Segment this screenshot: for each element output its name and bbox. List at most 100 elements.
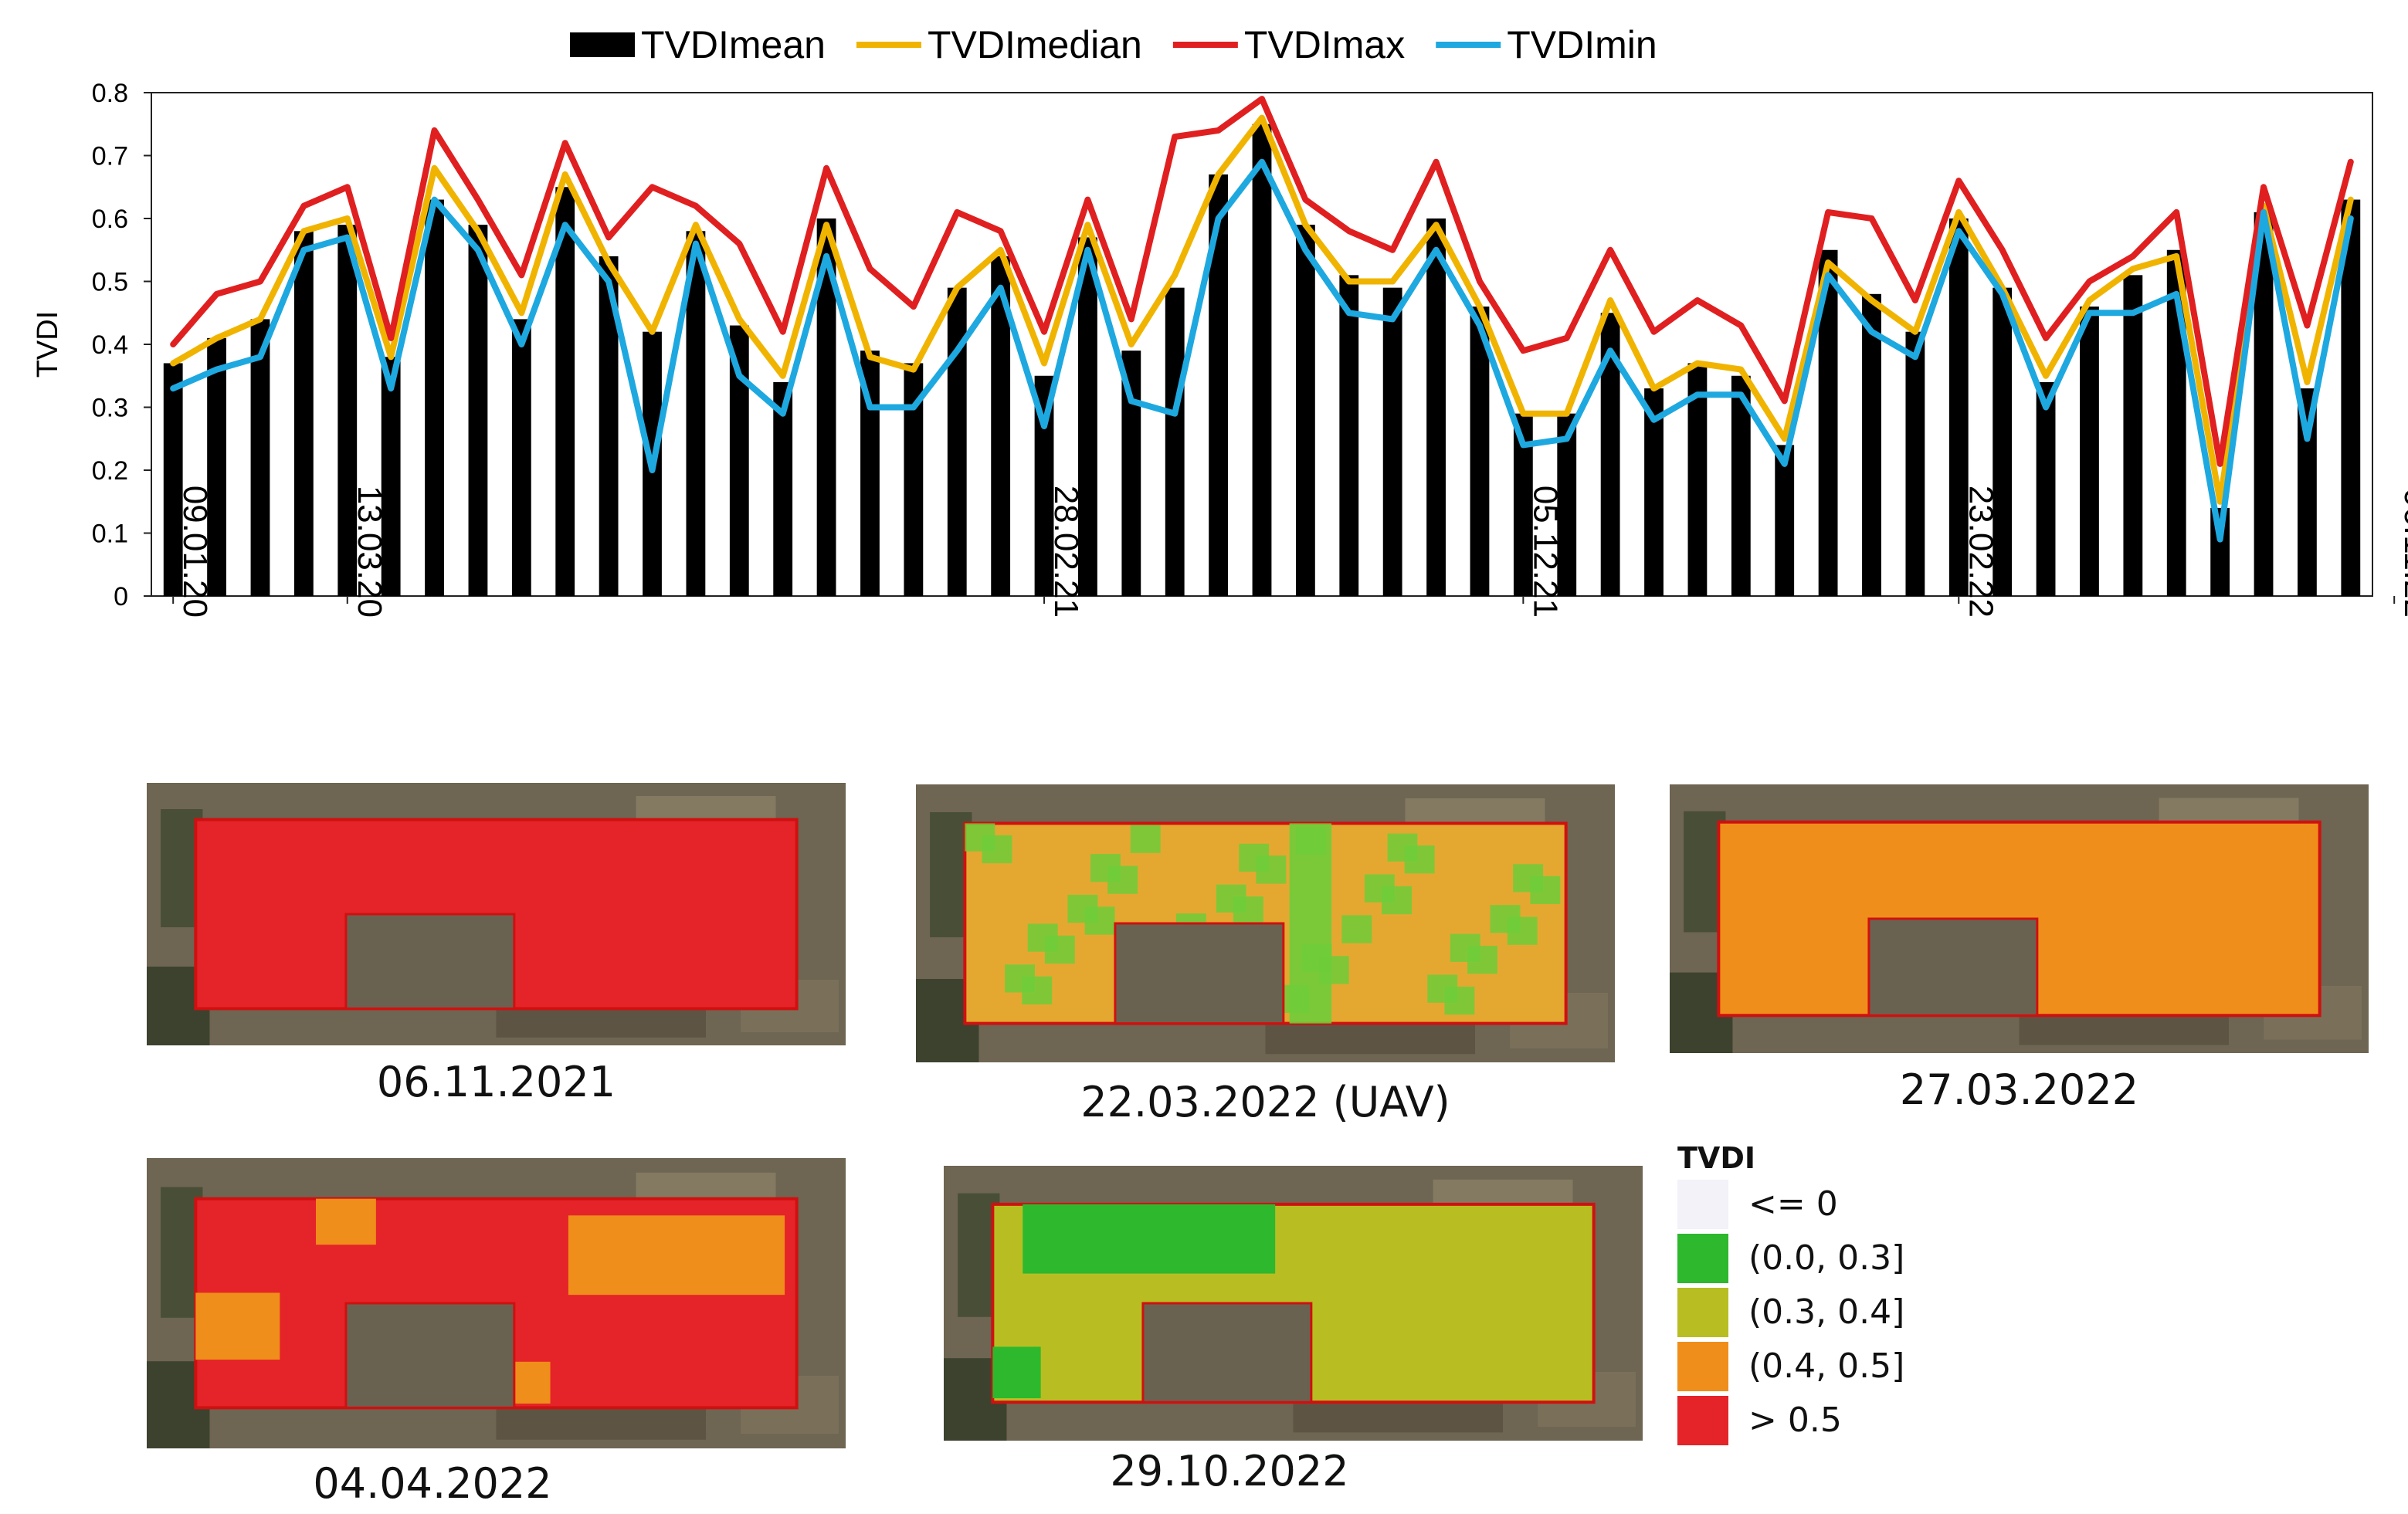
excluded-area (344, 913, 516, 1010)
legend-label: TVDImean (641, 23, 826, 66)
zone-green (992, 1346, 1041, 1399)
bar-tvdimean (1339, 275, 1359, 596)
map-legend-label: <= 0 (1748, 1184, 1838, 1224)
map-panel-29-10-2022 (944, 1166, 1643, 1441)
zone-green (1023, 1204, 1276, 1274)
bar-tvdimean (337, 225, 358, 596)
map-panel-22-03-2022-uav (916, 784, 1615, 1062)
uav-green-patch (1107, 865, 1138, 894)
y-tick-label: 0.7 (92, 142, 128, 171)
bar-tvdimean (468, 225, 488, 596)
map-legend-swatch (1677, 1288, 1728, 1337)
y-tick-label: 0.6 (92, 205, 128, 234)
map-caption-29-10-2022: 29.10.2022 (1110, 1447, 1349, 1495)
bar-tvdimean (1687, 363, 1708, 596)
uav-green-patch (1404, 845, 1435, 874)
bar-tvdimean (1382, 287, 1402, 596)
y-tick-label: 0 (114, 582, 128, 611)
map-legend-label: > 0.5 (1748, 1401, 1842, 1440)
satellite-map (916, 784, 1615, 1062)
terrain-patch (496, 1006, 706, 1038)
bar-tvdimean (1557, 413, 1577, 596)
map-panel-06-11-2021 (147, 783, 846, 1045)
map-caption-22-03-2022-uav: 22.03.2022 (UAV) (1080, 1078, 1450, 1126)
uav-green-patch (1507, 916, 1538, 945)
bar-tvdimean (511, 319, 531, 596)
excluded-area (1141, 1302, 1313, 1404)
map-legend-swatch (1677, 1396, 1728, 1445)
uav-green-patch (982, 835, 1012, 864)
legend-label: TVDImin (1507, 23, 1657, 66)
terrain-patch (2019, 1012, 2229, 1045)
terrain-patch (1293, 1399, 1503, 1433)
x-tick-label: 09.01.20 (176, 486, 214, 618)
bar-tvdimean (1993, 287, 2013, 596)
bar-tvdimean (1165, 287, 1185, 596)
bar-tvdimean (2123, 275, 2143, 596)
satellite-map (944, 1166, 1643, 1441)
map-legend-title: TVDI (1677, 1141, 1756, 1175)
y-tick-label: 0.5 (92, 268, 128, 297)
x-tick-label: 06.11.22 (2397, 488, 2408, 618)
series-line-tvdimax (170, 96, 2354, 467)
y-tick-label: 0.1 (92, 520, 128, 549)
excluded-area (1867, 917, 2039, 1017)
map-caption-27-03-2022: 27.03.2022 (1899, 1065, 2139, 1114)
bar-tvdimean (425, 199, 444, 596)
map-legend-swatch (1677, 1180, 1728, 1229)
satellite-map (147, 1158, 846, 1448)
terrain-patch (1265, 1021, 1475, 1055)
zone-orange (568, 1215, 785, 1296)
bar-tvdimean (1470, 307, 1490, 596)
series-line-tvdimin (170, 158, 2354, 543)
map-legend-swatch (1677, 1342, 1728, 1391)
satellite-map (1670, 784, 2369, 1053)
uav-green-patch (1382, 886, 1413, 915)
legend-swatch-tvdimean (570, 32, 635, 57)
bar-tvdimean (1252, 124, 1272, 596)
map-legend-swatch (1677, 1234, 1728, 1283)
zone-orange (316, 1198, 376, 1245)
x-tick-label: 28.02.21 (1047, 486, 1085, 618)
bar-tvdimean (1905, 331, 1925, 596)
uav-green-patch (1044, 935, 1075, 964)
uav-green-patch (1341, 915, 1372, 943)
uav-green-patch (1256, 855, 1287, 884)
satellite-map (147, 783, 846, 1045)
bar-tvdimean (1295, 225, 1315, 596)
uav-green-patch (1444, 986, 1475, 1015)
y-tick-label: 0.3 (92, 394, 128, 423)
bar-tvdimean (1862, 293, 1881, 596)
map-legend-label: (0.0, 0.3] (1748, 1238, 1905, 1278)
bar-tvdimean (293, 231, 314, 596)
map-caption-04-04-2022: 04.04.2022 (313, 1459, 552, 1508)
bar-tvdimean (947, 287, 967, 596)
bar-tvdimean (2080, 307, 2099, 596)
uav-green-patch (1022, 976, 1053, 1004)
map-panel-04-04-2022 (147, 1158, 846, 1448)
y-tick-label: 0.4 (92, 330, 128, 360)
excluded-area (1114, 922, 1285, 1025)
map-panel-27-03-2022 (1670, 784, 2369, 1053)
bar-tvdimean (1426, 218, 1446, 596)
bar-tvdimean (381, 357, 401, 596)
uav-green-patch (1130, 825, 1161, 853)
x-tick-label: 13.03.20 (351, 486, 388, 618)
y-tick-label: 0.2 (92, 456, 128, 486)
zone-orange (195, 1292, 280, 1360)
map-legend-label: (0.4, 0.5] (1748, 1346, 1905, 1386)
legend-label: TVDImax (1244, 23, 1405, 66)
uav-green-strip (1289, 823, 1332, 1024)
y-tick-label: 0.8 (92, 79, 128, 108)
uav-green-patch (1530, 876, 1561, 904)
excluded-area (344, 1302, 516, 1409)
bar-tvdimean (1644, 388, 1664, 596)
bar-tvdimean (555, 187, 575, 596)
uav-green-patch (1084, 906, 1115, 935)
uav-green-patch (1233, 896, 1263, 925)
bar-tvdimean (163, 363, 183, 596)
x-tick-label: 23.02.22 (1962, 486, 1999, 618)
terrain-patch (496, 1404, 706, 1440)
series-line-tvdimedian (170, 114, 2354, 505)
bar-tvdimean (1775, 445, 1795, 596)
